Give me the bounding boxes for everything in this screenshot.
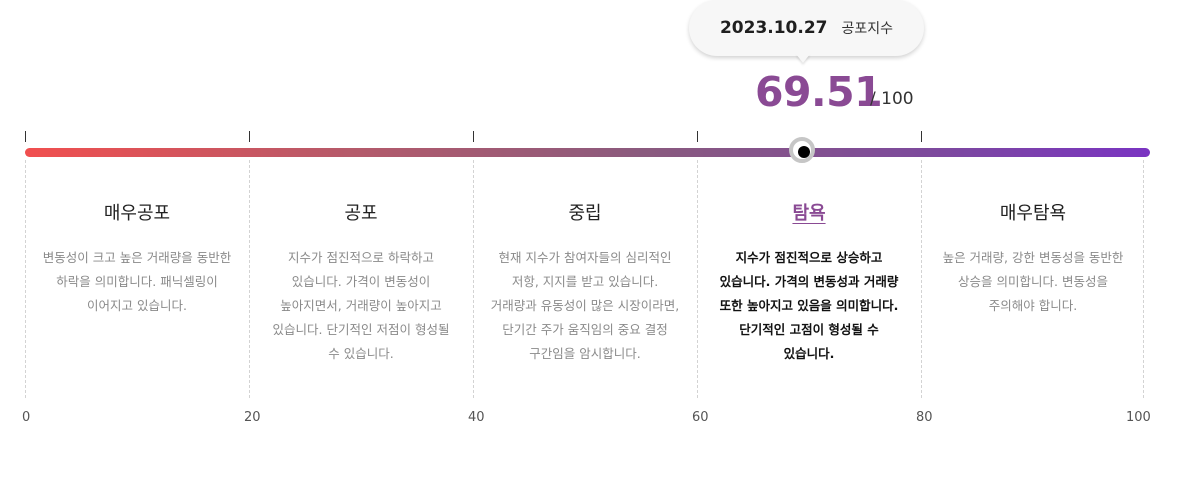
score-max: / 100: [870, 89, 914, 109]
axis-label: 20: [244, 410, 261, 425]
zone-divider: [1143, 160, 1144, 398]
axis-label: 60: [692, 410, 709, 425]
axis-label: 40: [468, 410, 485, 425]
zone-title: 매우탐욕: [999, 203, 1067, 224]
zone-description: 변동성이 크고 높은 거래량을 동반한 하락을 의미합니다. 패닉셀링이 이어지…: [42, 250, 232, 313]
tooltip-date: 2023.10.27: [719, 18, 828, 38]
zone-title: 매우공포: [103, 203, 171, 224]
scale-tick: [473, 131, 474, 142]
axis-label: 0: [22, 410, 31, 425]
score-marker-dot: [798, 146, 810, 158]
zone-description-active: 지수가 점진적으로 상승하고 있습니다. 가격의 변동성과 거래량 또한 높아지…: [719, 250, 899, 361]
score-marker[interactable]: [789, 137, 815, 163]
score-value: 69.51: [755, 68, 883, 116]
axis-label: 100: [1126, 410, 1151, 425]
zone-greed: 탐욕 지수가 점진적으로 상승하고 있습니다. 가격의 변동성과 거래량 또한 …: [697, 200, 921, 366]
zone-description: 현재 지수가 참여자들의 심리적인 저항, 지지를 받고 있습니다. 거래량과 …: [490, 250, 680, 361]
scale-tick: [249, 131, 250, 142]
zone-description: 지수가 점진적으로 하락하고 있습니다. 가격이 변동성이 높아지면서, 거래량…: [272, 250, 450, 361]
scale-tick: [25, 131, 26, 142]
tooltip-arrow: [796, 54, 810, 63]
zone-title-active[interactable]: 탐욕: [792, 203, 826, 224]
scale-tick: [697, 131, 698, 142]
zone-divider: [25, 160, 26, 398]
zone-description: 높은 거래량, 강한 변동성을 동반한 상승을 의미합니다. 변동성을 주의해야…: [942, 250, 1124, 313]
zone-divider: [697, 160, 698, 398]
tooltip-label: 공포지수: [841, 21, 894, 37]
date-tooltip: 2023.10.27 공포지수: [689, 0, 924, 56]
zone-extreme-fear: 매우공포 변동성이 크고 높은 거래량을 동반한 하락을 의미합니다. 패닉셀링…: [25, 200, 249, 318]
zone-extreme-greed: 매우탐욕 높은 거래량, 강한 변동성을 동반한 상승을 의미합니다. 변동성을…: [921, 200, 1145, 318]
zone-fear: 공포 지수가 점진적으로 하락하고 있습니다. 가격이 변동성이 높아지면서, …: [249, 200, 473, 366]
zone-neutral: 중립 현재 지수가 참여자들의 심리적인 저항, 지지를 받고 있습니다. 거래…: [473, 200, 697, 366]
fear-greed-scale-bar: [25, 148, 1150, 157]
scale-tick: [921, 131, 922, 142]
zone-divider: [473, 160, 474, 398]
zone-divider: [249, 160, 250, 398]
zone-divider: [921, 160, 922, 398]
zone-title: 공포: [344, 203, 378, 224]
zone-title: 중립: [568, 203, 602, 224]
axis-label: 80: [916, 410, 933, 425]
